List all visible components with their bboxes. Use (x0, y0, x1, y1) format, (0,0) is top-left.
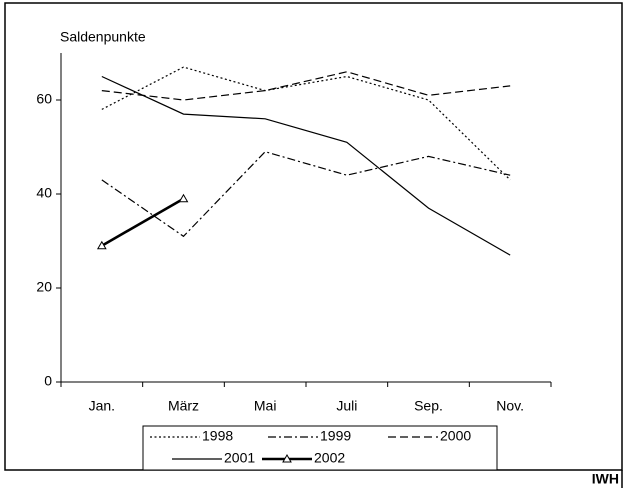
series-line (101, 75, 511, 256)
x-tick-label: Jan. (89, 398, 115, 414)
marker (178, 193, 189, 203)
source: IWH (592, 471, 619, 487)
legend-label: 1999 (320, 428, 351, 444)
x-tick-label: Juli (336, 398, 357, 414)
series-line (101, 71, 511, 101)
y-tick-label: 20 (36, 279, 52, 295)
legend-label: 2000 (440, 428, 471, 444)
y-axis-label: Saldenpunkte (60, 29, 146, 45)
series-line (101, 197, 185, 247)
series-line (101, 151, 511, 238)
legend-marker (282, 453, 292, 463)
x-tick-label: Sep. (414, 398, 443, 414)
marker (96, 240, 107, 250)
x-tick-label: Mai (254, 398, 277, 414)
series-line (101, 66, 511, 181)
y-tick-label: 40 (36, 185, 52, 201)
legend (142, 425, 498, 471)
x-tick-label: Nov. (496, 398, 524, 414)
y-tick-label: 0 (44, 373, 52, 389)
legend-label: 2002 (314, 450, 345, 466)
legend-label: 2001 (224, 450, 255, 466)
x-tick-label: März (168, 398, 199, 414)
legend-label: 1998 (202, 428, 233, 444)
y-tick-label: 60 (36, 91, 52, 107)
